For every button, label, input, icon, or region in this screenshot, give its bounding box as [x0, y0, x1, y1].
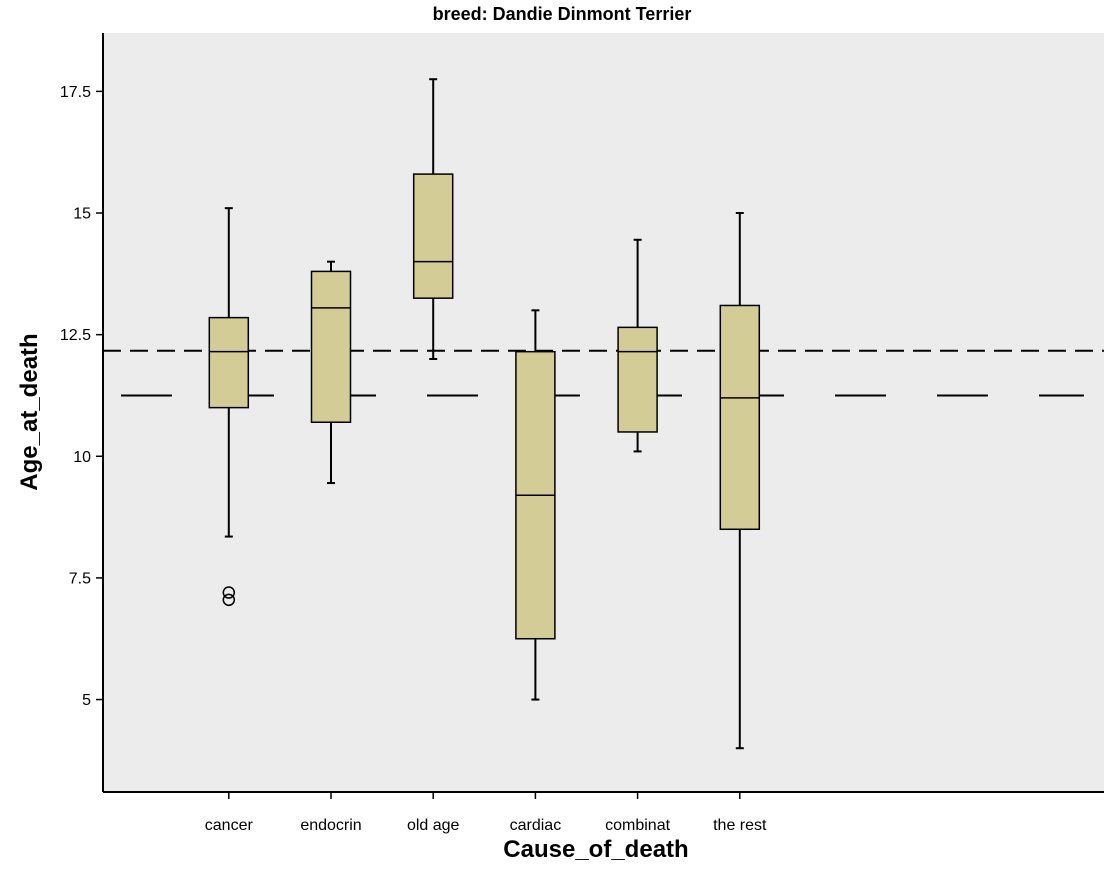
x-axis-title: Cause_of_death [503, 836, 688, 863]
chart-title: breed: Dandie Dinmont Terrier [433, 4, 692, 24]
x-tick-label: the rest [713, 817, 767, 834]
iqr-box [412, 173, 454, 299]
iqr-box [719, 304, 761, 531]
y-tick-label: 17.5 [60, 84, 91, 101]
box-cancer [208, 207, 250, 607]
box-endocrin [310, 260, 352, 485]
outlier-point [222, 593, 236, 607]
y-tick-label: 12.5 [60, 327, 91, 344]
y-axis-title: Age_at_death [16, 333, 43, 490]
iqr-box [208, 316, 250, 409]
box-cardiac [515, 309, 556, 701]
y-ticks: 5 7.5 10 12.5 15 17.5 [60, 84, 103, 709]
box-old-age [412, 78, 454, 360]
y-tick-label: 15 [73, 206, 91, 223]
y-tick-label: 10 [73, 449, 91, 466]
x-tick-label: cardiac [510, 817, 562, 834]
box-the-rest [719, 212, 761, 750]
reference-lines [103, 349, 1104, 397]
x-tick-label: combinat [605, 817, 670, 834]
y-tick-label: 7.5 [69, 570, 91, 587]
iqr-box [310, 270, 352, 423]
plot-background [103, 33, 1104, 792]
y-tick-label: 5 [82, 692, 91, 709]
x-tick-label: endocrin [300, 817, 361, 834]
x-tick-label: cancer [205, 817, 254, 834]
axes [102, 33, 1104, 793]
x-ticks: cancer endocrin old age cardiac combinat the … [205, 792, 767, 834]
outlier-point [222, 586, 236, 599]
iqr-box [617, 326, 658, 433]
x-tick-label: old age [407, 817, 460, 834]
box-combinat [617, 238, 658, 453]
box-group [208, 78, 761, 750]
